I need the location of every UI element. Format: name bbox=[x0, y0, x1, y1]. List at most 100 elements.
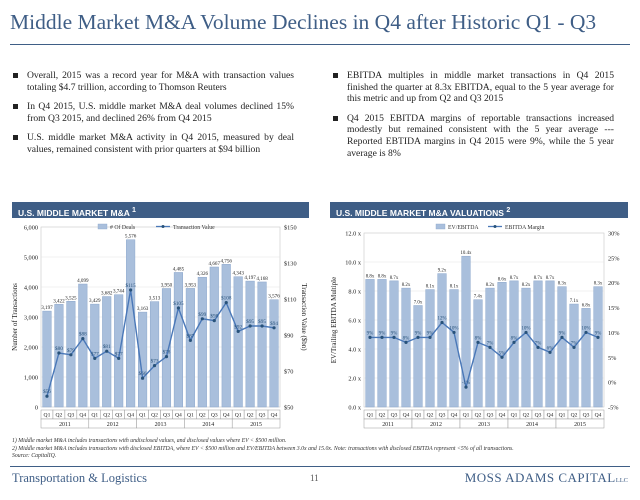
x-tick-label: Q3 bbox=[391, 413, 398, 419]
line-data-label: 10% bbox=[521, 326, 530, 331]
y-tick-label: 6.0 x bbox=[348, 318, 361, 325]
bar-data-label: 9.2x bbox=[438, 269, 447, 274]
line-point bbox=[152, 364, 157, 368]
y2-tick-label: -5% bbox=[608, 405, 619, 412]
bar-data-label: 8.3x bbox=[558, 282, 567, 287]
bullet-item: EBITDA multiples in middle market transa… bbox=[332, 70, 614, 105]
legend-line-label: Transaction Value bbox=[173, 225, 215, 231]
line-point bbox=[524, 330, 528, 335]
bar-data-label: 3,422 bbox=[53, 298, 65, 304]
y-tick-label: 5,000 bbox=[24, 255, 38, 262]
line-point bbox=[260, 324, 264, 328]
bar bbox=[389, 280, 399, 408]
line-point bbox=[452, 330, 456, 335]
bar-data-label: 4,168 bbox=[256, 276, 268, 282]
y-axis-title: Number of Transactions bbox=[11, 283, 19, 351]
line-data-label: 10% bbox=[581, 326, 590, 331]
x-tick-label: Q3 bbox=[259, 413, 266, 419]
bar-data-label: 3,163 bbox=[137, 306, 149, 312]
x-tick-label: Q3 bbox=[163, 413, 170, 419]
y2-tick-label: $90 bbox=[284, 333, 293, 340]
y-tick-label: 6,000 bbox=[24, 225, 38, 232]
x-tick-label: Q1 bbox=[559, 413, 566, 419]
y2-tick-label: 5% bbox=[608, 355, 617, 362]
line-point bbox=[368, 335, 372, 339]
y2-tick-label: $130 bbox=[284, 261, 297, 268]
y2-tick-label: 15% bbox=[608, 305, 620, 312]
line-point bbox=[464, 385, 468, 389]
line-point bbox=[236, 329, 240, 333]
bar bbox=[114, 294, 124, 408]
y2-tick-label: $150 bbox=[284, 225, 297, 232]
title-divider bbox=[10, 44, 630, 45]
chart-left-heading: U.S. MIDDLE MARKET M&A 1 bbox=[12, 202, 309, 218]
bar bbox=[545, 280, 555, 408]
bar-data-label: 5,576 bbox=[125, 234, 137, 240]
bar-data-label: 8.2x bbox=[486, 283, 495, 288]
bar-data-label: 8.1x bbox=[450, 285, 459, 290]
bar bbox=[533, 280, 543, 408]
legend-bar-label: # Of Deals bbox=[110, 224, 136, 231]
chart-left-heading-footnote-mark: 1 bbox=[131, 206, 136, 214]
line-point bbox=[428, 335, 432, 339]
x-year-label: 2011 bbox=[382, 422, 394, 428]
y-tick-label: 3,000 bbox=[24, 315, 38, 322]
x-tick-label: Q4 bbox=[127, 413, 134, 419]
bar bbox=[377, 279, 387, 408]
bar-data-label: 3,950 bbox=[161, 283, 173, 289]
bar-data-label: 3,682 bbox=[101, 291, 113, 297]
x-tick-label: Q1 bbox=[44, 413, 51, 419]
x-tick-label: Q3 bbox=[67, 413, 74, 419]
x-year-label: 2012 bbox=[107, 422, 119, 428]
bar-data-label: 8.2x bbox=[522, 283, 531, 288]
bar-data-label: 4,343 bbox=[232, 271, 244, 277]
y2-tick-label: 20% bbox=[608, 280, 620, 287]
line-data-label: -1% bbox=[462, 381, 470, 386]
line-point bbox=[512, 340, 516, 344]
line-point bbox=[224, 301, 228, 305]
bar bbox=[581, 308, 591, 408]
y-tick-label: 8.0 x bbox=[348, 289, 361, 296]
bar-data-label: 4,485 bbox=[173, 266, 185, 272]
line-data-label: 9% bbox=[559, 331, 566, 336]
line-point bbox=[248, 324, 252, 328]
line-data-label: $94 bbox=[270, 320, 278, 327]
bar-data-label: 3,744 bbox=[113, 289, 125, 295]
line-point bbox=[476, 340, 480, 344]
bar bbox=[593, 286, 603, 408]
line-data-label: $108 bbox=[221, 295, 232, 302]
footnote: 1) Middle market M&A includes transactio… bbox=[12, 438, 287, 444]
y-axis-title: EV/Trailing EBITDA Multiple bbox=[330, 277, 338, 363]
line-point bbox=[272, 326, 276, 330]
bar bbox=[149, 301, 160, 408]
x-tick-label: Q2 bbox=[475, 413, 482, 419]
line-point bbox=[392, 335, 396, 339]
y2-tick-label: 25% bbox=[608, 255, 620, 262]
x-tick-label: Q4 bbox=[175, 413, 182, 419]
y-tick-label: 2,000 bbox=[24, 345, 38, 352]
bar-data-label: 3,525 bbox=[65, 295, 77, 301]
bar bbox=[173, 272, 183, 408]
bar bbox=[221, 264, 231, 408]
line-point bbox=[81, 337, 85, 341]
bar-data-label: 8.7x bbox=[546, 276, 555, 281]
bar-data-label: 7.0x bbox=[414, 301, 423, 306]
line-data-label: 7% bbox=[571, 341, 578, 346]
line-point bbox=[500, 355, 504, 359]
line-data-label: $78 bbox=[163, 349, 171, 356]
bar bbox=[461, 255, 471, 408]
page-title: Middle Market M&A Volume Declines in Q4 … bbox=[10, 10, 597, 34]
bar-data-label: 8.8x bbox=[378, 274, 387, 279]
line-point bbox=[488, 345, 492, 349]
x-tick-label: Q4 bbox=[499, 413, 506, 419]
bar-data-label: 7.1x bbox=[570, 299, 579, 304]
line-data-label: $77 bbox=[91, 350, 99, 357]
line-point bbox=[176, 306, 181, 310]
x-year-label: 2014 bbox=[526, 422, 538, 428]
legend-line-label: EBITDA Margin bbox=[505, 225, 544, 231]
y2-tick-label: $50 bbox=[284, 405, 293, 412]
bar bbox=[449, 289, 459, 408]
line-point bbox=[596, 335, 600, 339]
x-tick-label: Q1 bbox=[511, 413, 518, 419]
line-point bbox=[45, 394, 49, 398]
